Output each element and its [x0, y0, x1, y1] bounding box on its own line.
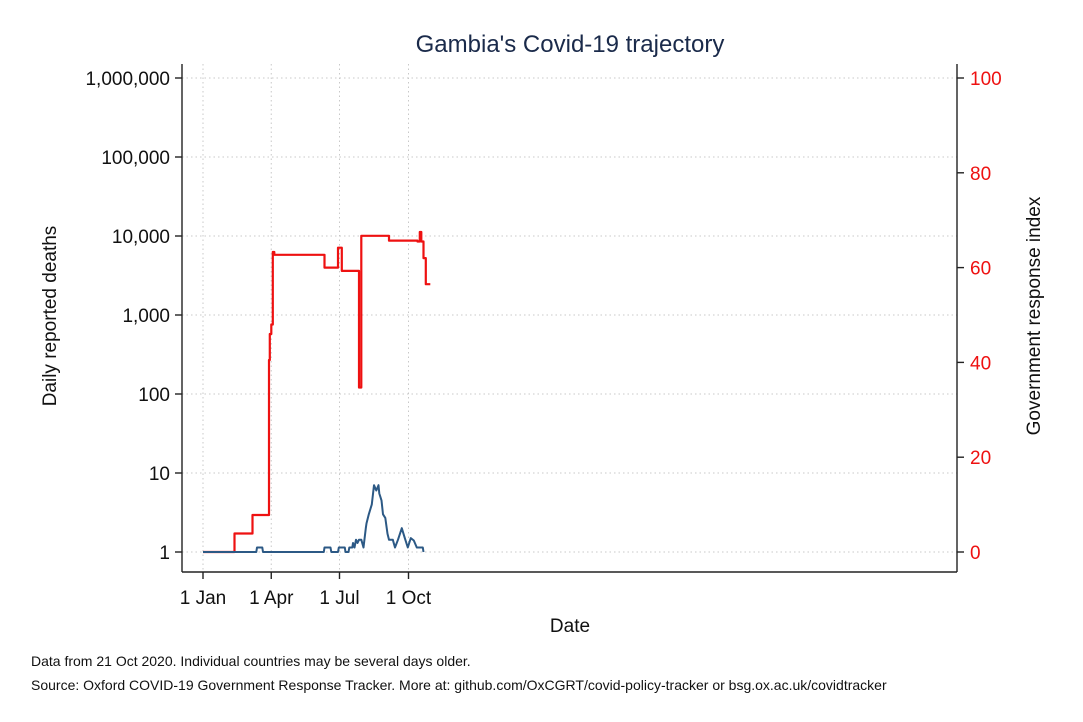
y-left-tick-label: 100,000 — [101, 148, 170, 169]
government-response-index-line — [203, 230, 431, 554]
axes: 1 10 100 1,000 10,000 100,000 1,000,000 0 20 40 60… — [85, 64, 1002, 609]
y-right-tick-label: 80 — [970, 164, 991, 185]
y-left-tick-label: 100 — [138, 385, 170, 406]
y-left-tick-label: 1,000,000 — [85, 69, 170, 90]
y-right-tick-label: 0 — [970, 543, 981, 564]
x-tick-label: 1 Apr — [249, 588, 294, 609]
daily-deaths-line — [203, 484, 425, 553]
y-left-tick-label: 10,000 — [112, 227, 170, 248]
data-date-note: Data from 21 Oct 2020. Individual countr… — [31, 653, 471, 669]
y-left-tick-label: 1 — [159, 543, 170, 564]
chart-title: Gambia's Covid-19 trajectory — [416, 31, 725, 58]
grid-lines — [182, 64, 957, 572]
x-axis-title: Date — [550, 616, 590, 637]
x-tick-label: 1 Jul — [319, 588, 359, 609]
y-right-tick-label: 100 — [970, 69, 1002, 90]
y-right-tick-label: 40 — [970, 353, 991, 374]
y-right-tick-label: 60 — [970, 259, 991, 280]
y-axis-left-title: Daily reported deaths — [40, 226, 61, 407]
y-axis-right-title: Government response index — [1024, 196, 1045, 435]
y-left-tick-label: 1,000 — [122, 306, 170, 327]
series-lines — [203, 230, 431, 554]
y-right-tick-label: 20 — [970, 448, 991, 469]
source-note: Source: Oxford COVID-19 Government Respo… — [31, 677, 887, 693]
y-left-tick-label: 10 — [149, 464, 170, 485]
x-tick-label: 1 Jan — [180, 588, 226, 609]
x-tick-label: 1 Oct — [386, 588, 432, 609]
